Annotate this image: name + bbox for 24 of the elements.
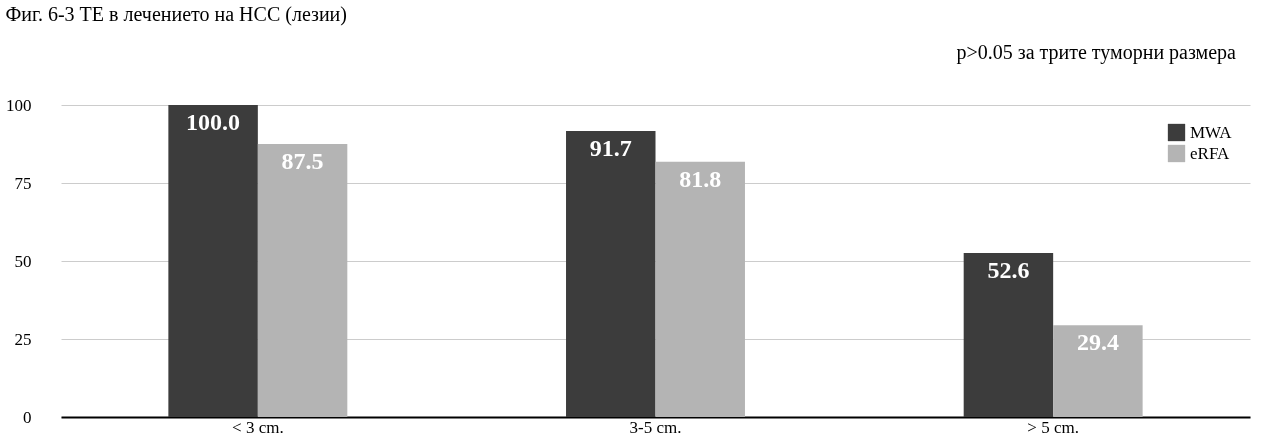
bar [655,161,745,417]
bar [963,252,1054,417]
y-tick-label: 100 [6,95,32,115]
bar [257,144,348,417]
data-label: 81.8 [679,165,722,192]
x-tick-label: 3-5 cm. [629,417,682,437]
legend-label: eRFA [1190,143,1231,163]
y-tick-label: 75 [14,173,32,193]
x-tick-label: < 3 cm. [232,417,284,437]
data-label: 100.0 [186,109,241,135]
y-tick-label: 50 [14,251,32,271]
text: p>0.05 за трите туморни размера [956,41,1237,64]
legend-label: MWA [1190,122,1233,142]
y-tick-label: 0 [23,407,32,427]
data-label: 52.6 [987,256,1030,283]
bar [1053,325,1143,417]
y-tick-label: 25 [14,329,32,349]
data-label: 91.7 [589,134,632,161]
data-label: 29.4 [1076,329,1119,356]
chart-title: Фиг. 6-3 TE в лечението на HCC (лезии) [5,3,347,26]
x-tick-label: > 5 cm. [1027,417,1079,437]
bar [566,130,656,417]
bar [168,105,258,417]
data-label: 87.5 [281,148,324,174]
